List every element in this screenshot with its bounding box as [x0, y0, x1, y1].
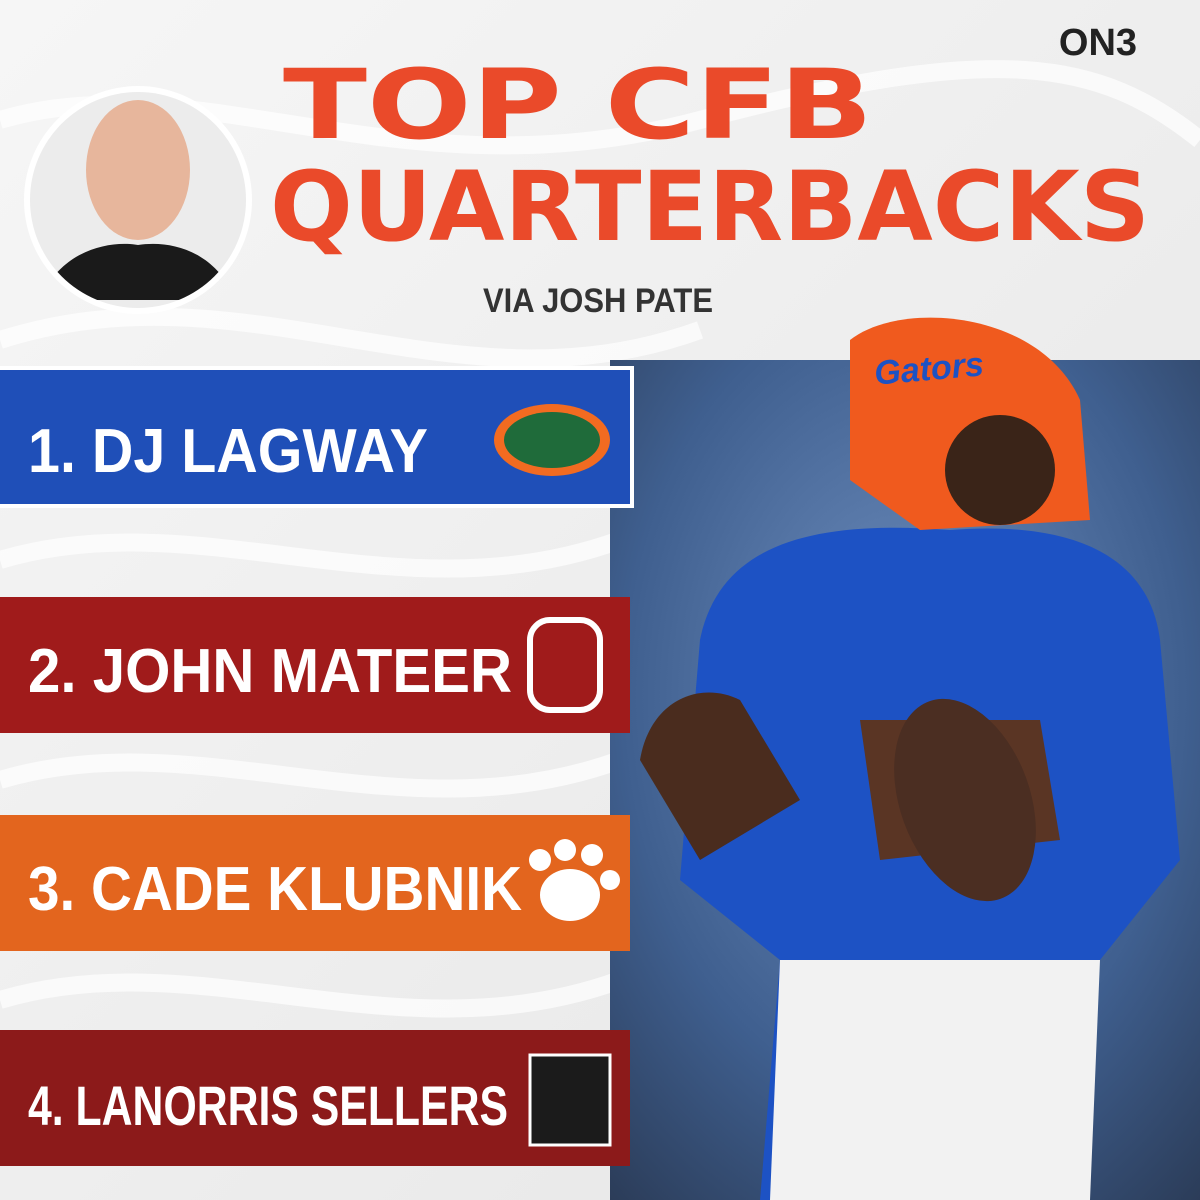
title-line-1: TOP CFB	[283, 49, 873, 161]
rank-4: 4. LANORRIS SELLERS	[0, 1030, 630, 1166]
player: Gators	[640, 317, 1180, 1200]
rank-3: 3. CADE KLUBNIK	[0, 815, 630, 951]
rank-label: 2. JOHN MATEER	[28, 637, 512, 706]
rank-label: 3. CADE KLUBNIK	[28, 855, 522, 924]
rank-label: 4. LANORRIS SELLERS	[28, 1074, 508, 1137]
logo: ON3	[1059, 22, 1137, 64]
rank-label: 1. DJ LAGWAY	[28, 417, 428, 486]
rank-2: 2. JOHN MATEER	[0, 597, 630, 733]
avatar	[30, 92, 246, 308]
rank-1: 1. DJ LAGWAY	[0, 366, 634, 508]
title-line-2: QUARTERBACKS	[270, 151, 1150, 263]
subtitle: VIA JOSH PATE	[483, 282, 713, 320]
